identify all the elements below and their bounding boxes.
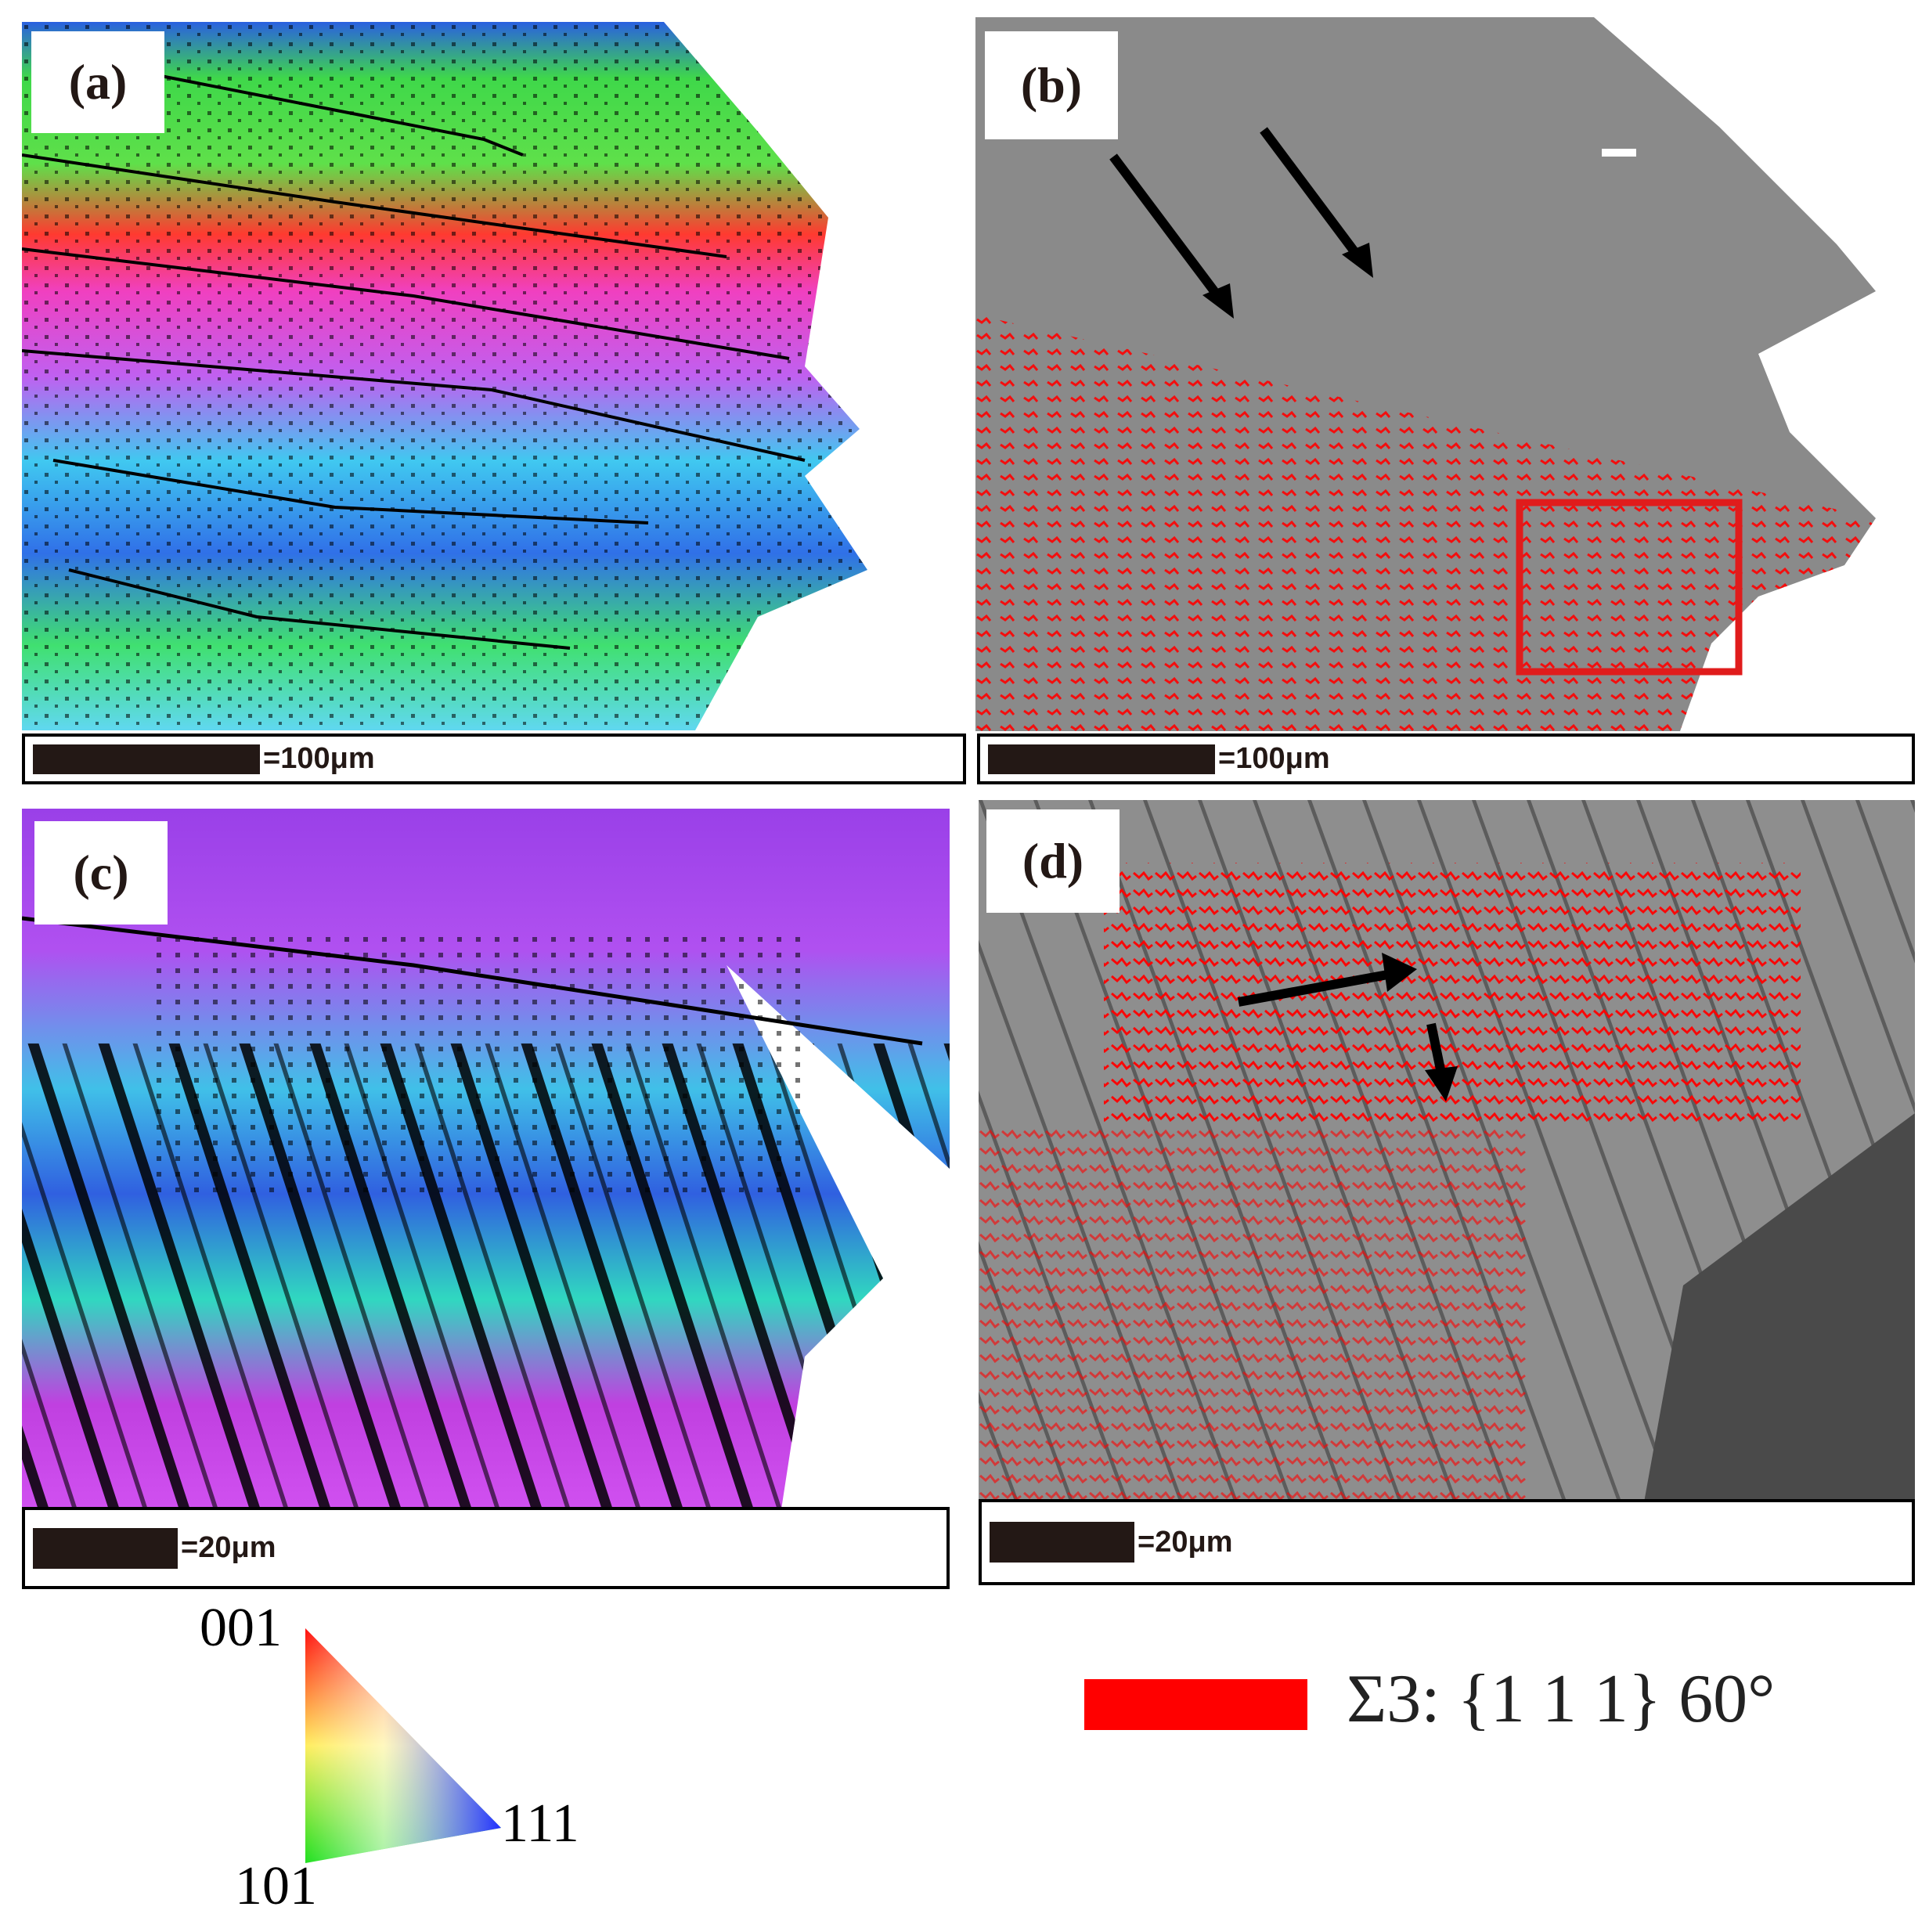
scale-bar-d [990,1522,1134,1563]
panel-d-boundary-map: (d) [979,800,1915,1502]
ipf-map-a-image [22,22,867,730]
panel-d-scalebar: =20μm [979,1499,1915,1585]
panel-c-ipf-map: (c) [22,809,950,1509]
ipf-label-001: 001 [200,1598,282,1658]
panel-b-label: (b) [985,31,1118,139]
panel-a-scalebar: =100μm [22,734,966,784]
panel-d-label: (d) [986,809,1120,913]
ipf-triangle-icon [305,1628,501,1863]
panel-a-ipf-map: (a) [22,22,958,730]
ipf-map-c-image [22,809,950,1509]
boundary-map-b-image [975,17,1876,731]
highlight-box [1516,499,1743,676]
boundary-map-d-image [979,800,1915,1502]
panel-c-scalebar: =20μm [22,1507,950,1589]
scale-bar-c [33,1527,178,1569]
panel-b-boundary-map: (b) [975,17,1915,731]
scale-bar-b [988,744,1215,774]
scale-text-c: =20μm [181,1531,276,1564]
ipf-color-key [290,1620,525,1871]
sigma3-swatch [1084,1679,1307,1730]
scale-text-b: =100μm [1218,742,1330,775]
scale-text-a: =100μm [263,742,375,775]
ipf-label-111: 111 [501,1793,579,1854]
ipf-label-101: 101 [235,1856,317,1916]
panel-c-label: (c) [34,821,168,925]
panel-a-label: (a) [31,31,164,133]
sigma3-legend-text: Σ3: {1 1 1} 60° [1347,1661,1776,1737]
scale-bar-a [33,744,260,774]
panel-b-scalebar: =100μm [977,734,1915,784]
scale-text-d: =20μm [1138,1525,1233,1559]
